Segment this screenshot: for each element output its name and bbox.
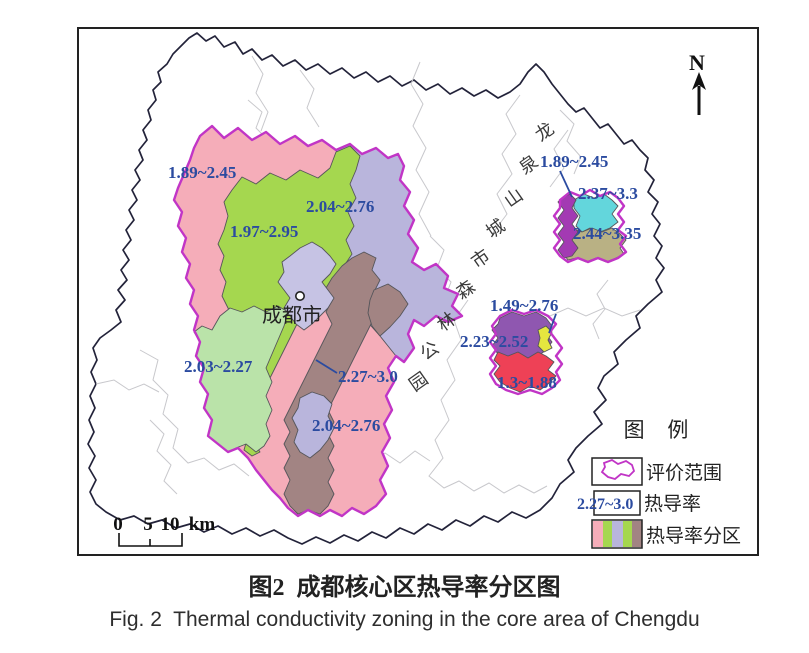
scale-bar: 0 5 10 km <box>113 514 216 547</box>
legend-swatch-zoning-border <box>591 519 643 549</box>
legend-stripe-green-1 <box>603 521 612 547</box>
legend-conductivity-sample: 2.27~3.0 <box>577 496 633 513</box>
evaluation-boundary-se-cluster <box>488 308 564 396</box>
scale-unit: km <box>189 514 216 535</box>
legend-label-zoning: 热导率分区 <box>646 525 741 547</box>
city-marker <box>294 290 305 301</box>
legend-swatch-conductivity <box>593 490 641 516</box>
caption-chinese: 图2 成都核心区热导率分区图 <box>248 575 561 601</box>
north-arrow: N <box>689 50 706 115</box>
zone-label-northeast: 2.04~2.76 <box>306 197 374 216</box>
zone-lavender-city <box>277 241 337 331</box>
zone-label-se-yellow: 1.49~2.76 <box>490 296 558 315</box>
scale-tick-10: 10 <box>161 514 180 535</box>
legend-label-conductivity: 热导率 <box>644 493 701 515</box>
legend-evaluation-blob <box>600 458 636 480</box>
legend-title: 图 例 <box>624 418 697 442</box>
zone-label-center: 1.97~2.95 <box>230 222 298 241</box>
zone-label-ne-strip: 1.89~2.45 <box>540 152 608 171</box>
zone-label-se-purple: 2.23~2.52 <box>460 332 528 351</box>
zone-label-nw: 1.89~2.45 <box>168 163 236 182</box>
legend-stripe-brown <box>632 521 642 547</box>
county-boundaries <box>95 55 641 495</box>
leader-line-se-yellow <box>548 313 557 334</box>
legend-stripe-green-2 <box>623 521 632 547</box>
leader-line-brown <box>315 359 338 374</box>
zone-lavender-south <box>291 391 335 459</box>
north-label: N <box>689 50 705 75</box>
zone-purple-strip-ne-cluster <box>557 193 579 259</box>
scale-tick-0: 0 <box>113 514 123 535</box>
legend-stripe-pink <box>593 521 603 547</box>
legend-label-evaluation: 评价范围 <box>646 462 722 484</box>
zone-label-ne-khaki: 2.44~3.35 <box>573 224 641 243</box>
evaluation-boundary-ne-cluster <box>552 188 628 264</box>
zone-brown-east-arm <box>367 283 409 337</box>
zone-label-se-red: 1.3~1.88 <box>497 373 557 392</box>
zone-label-south: 2.04~2.76 <box>312 416 380 435</box>
city-label: 成都市 <box>262 303 322 327</box>
legend-swatch-zoning <box>591 519 643 549</box>
scale-tick-5: 5 <box>143 514 153 535</box>
legend-stripe-lavender <box>612 521 623 547</box>
legend: 图 例 评价范围 2.27~3.0 热导率 热导率分区 <box>577 418 741 549</box>
leader-line-ne-cluster <box>559 170 573 198</box>
scale-bar-line <box>118 533 183 547</box>
zone-red-se-cluster <box>493 351 557 393</box>
evaluation-boundary-main <box>172 124 464 518</box>
zone-label-ne-cyan: 2.37~3.3 <box>578 184 638 203</box>
caption-english: Fig. 2 Thermal conductivity zoning in th… <box>109 608 700 631</box>
zone-label-southwest: 2.03~2.27 <box>184 357 253 376</box>
zone-label-brown: 2.27~3.0 <box>338 367 398 386</box>
north-arrow-head <box>692 72 706 90</box>
